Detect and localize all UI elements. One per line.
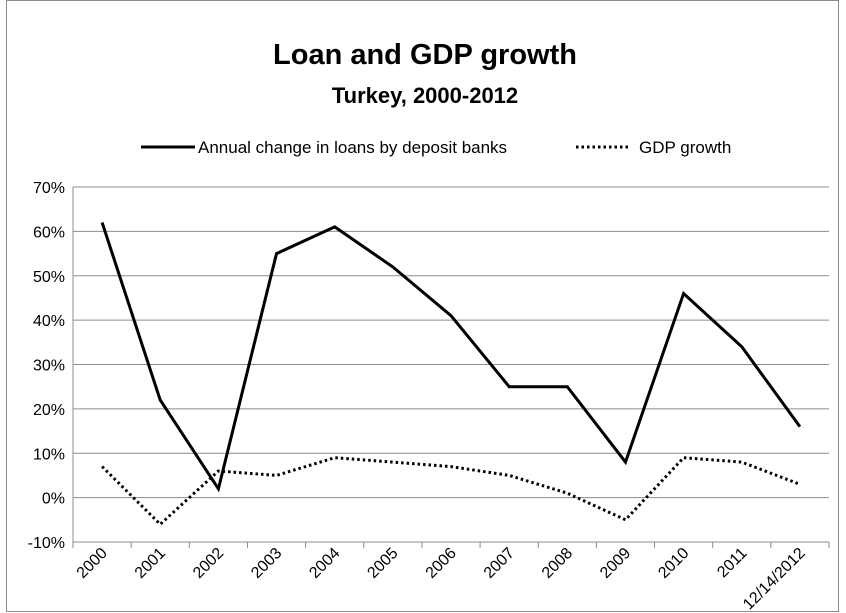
- x-tick-label: 12/14/2012: [740, 545, 809, 613]
- chart-frame: Loan and GDP growth Turkey, 2000-2012 An…: [6, 0, 839, 613]
- chart-subtitle: Turkey, 2000-2012: [332, 83, 518, 108]
- y-tick-label: 40%: [33, 313, 65, 330]
- y-axis-tick-labels: -10% 0% 10% 20% 30% 40% 50% 60% 70%: [28, 180, 65, 552]
- x-tick-label: 2007: [481, 545, 518, 582]
- y-tick-label: 20%: [33, 402, 65, 419]
- y-tick-label: 0%: [42, 491, 65, 508]
- line-chart: Loan and GDP growth Turkey, 2000-2012 An…: [28, 39, 830, 613]
- x-tick-label: 2001: [132, 545, 169, 582]
- legend: Annual change in loans by deposit banks …: [141, 138, 731, 157]
- series-line-gdp: [101, 456, 801, 527]
- x-tick-label: 2003: [248, 545, 285, 582]
- y-tick-label: 10%: [33, 446, 65, 463]
- series-line-loans: [100, 222, 802, 493]
- x-tick-label: 2011: [714, 545, 750, 581]
- series-lines: [100, 222, 802, 527]
- legend-label-loans: Annual change in loans by deposit banks: [198, 138, 507, 157]
- x-tick-label: 2005: [364, 545, 401, 582]
- x-tick-label: 2006: [423, 545, 460, 582]
- x-tick-label: 2009: [597, 545, 634, 582]
- x-tick-label: 2008: [539, 545, 576, 582]
- y-tick-label: 70%: [33, 180, 65, 197]
- x-axis-tick-labels: 2000 2001 2002 2003 2004 2005 2006 2007 2008 2009…: [74, 545, 809, 613]
- y-tick-label: -10%: [28, 535, 65, 552]
- x-tick-label: 2004: [306, 545, 343, 582]
- legend-label-gdp: GDP growth: [639, 138, 731, 157]
- y-tick-label: 60%: [33, 224, 65, 241]
- x-tick-label: 2002: [190, 545, 227, 582]
- y-tick-label: 50%: [33, 269, 65, 286]
- gridlines: [72, 186, 830, 548]
- y-tick-label: 30%: [33, 358, 65, 375]
- x-tick-label: 2000: [74, 545, 111, 582]
- x-tick-label: 2010: [655, 545, 692, 582]
- chart-title: Loan and GDP growth: [273, 39, 577, 71]
